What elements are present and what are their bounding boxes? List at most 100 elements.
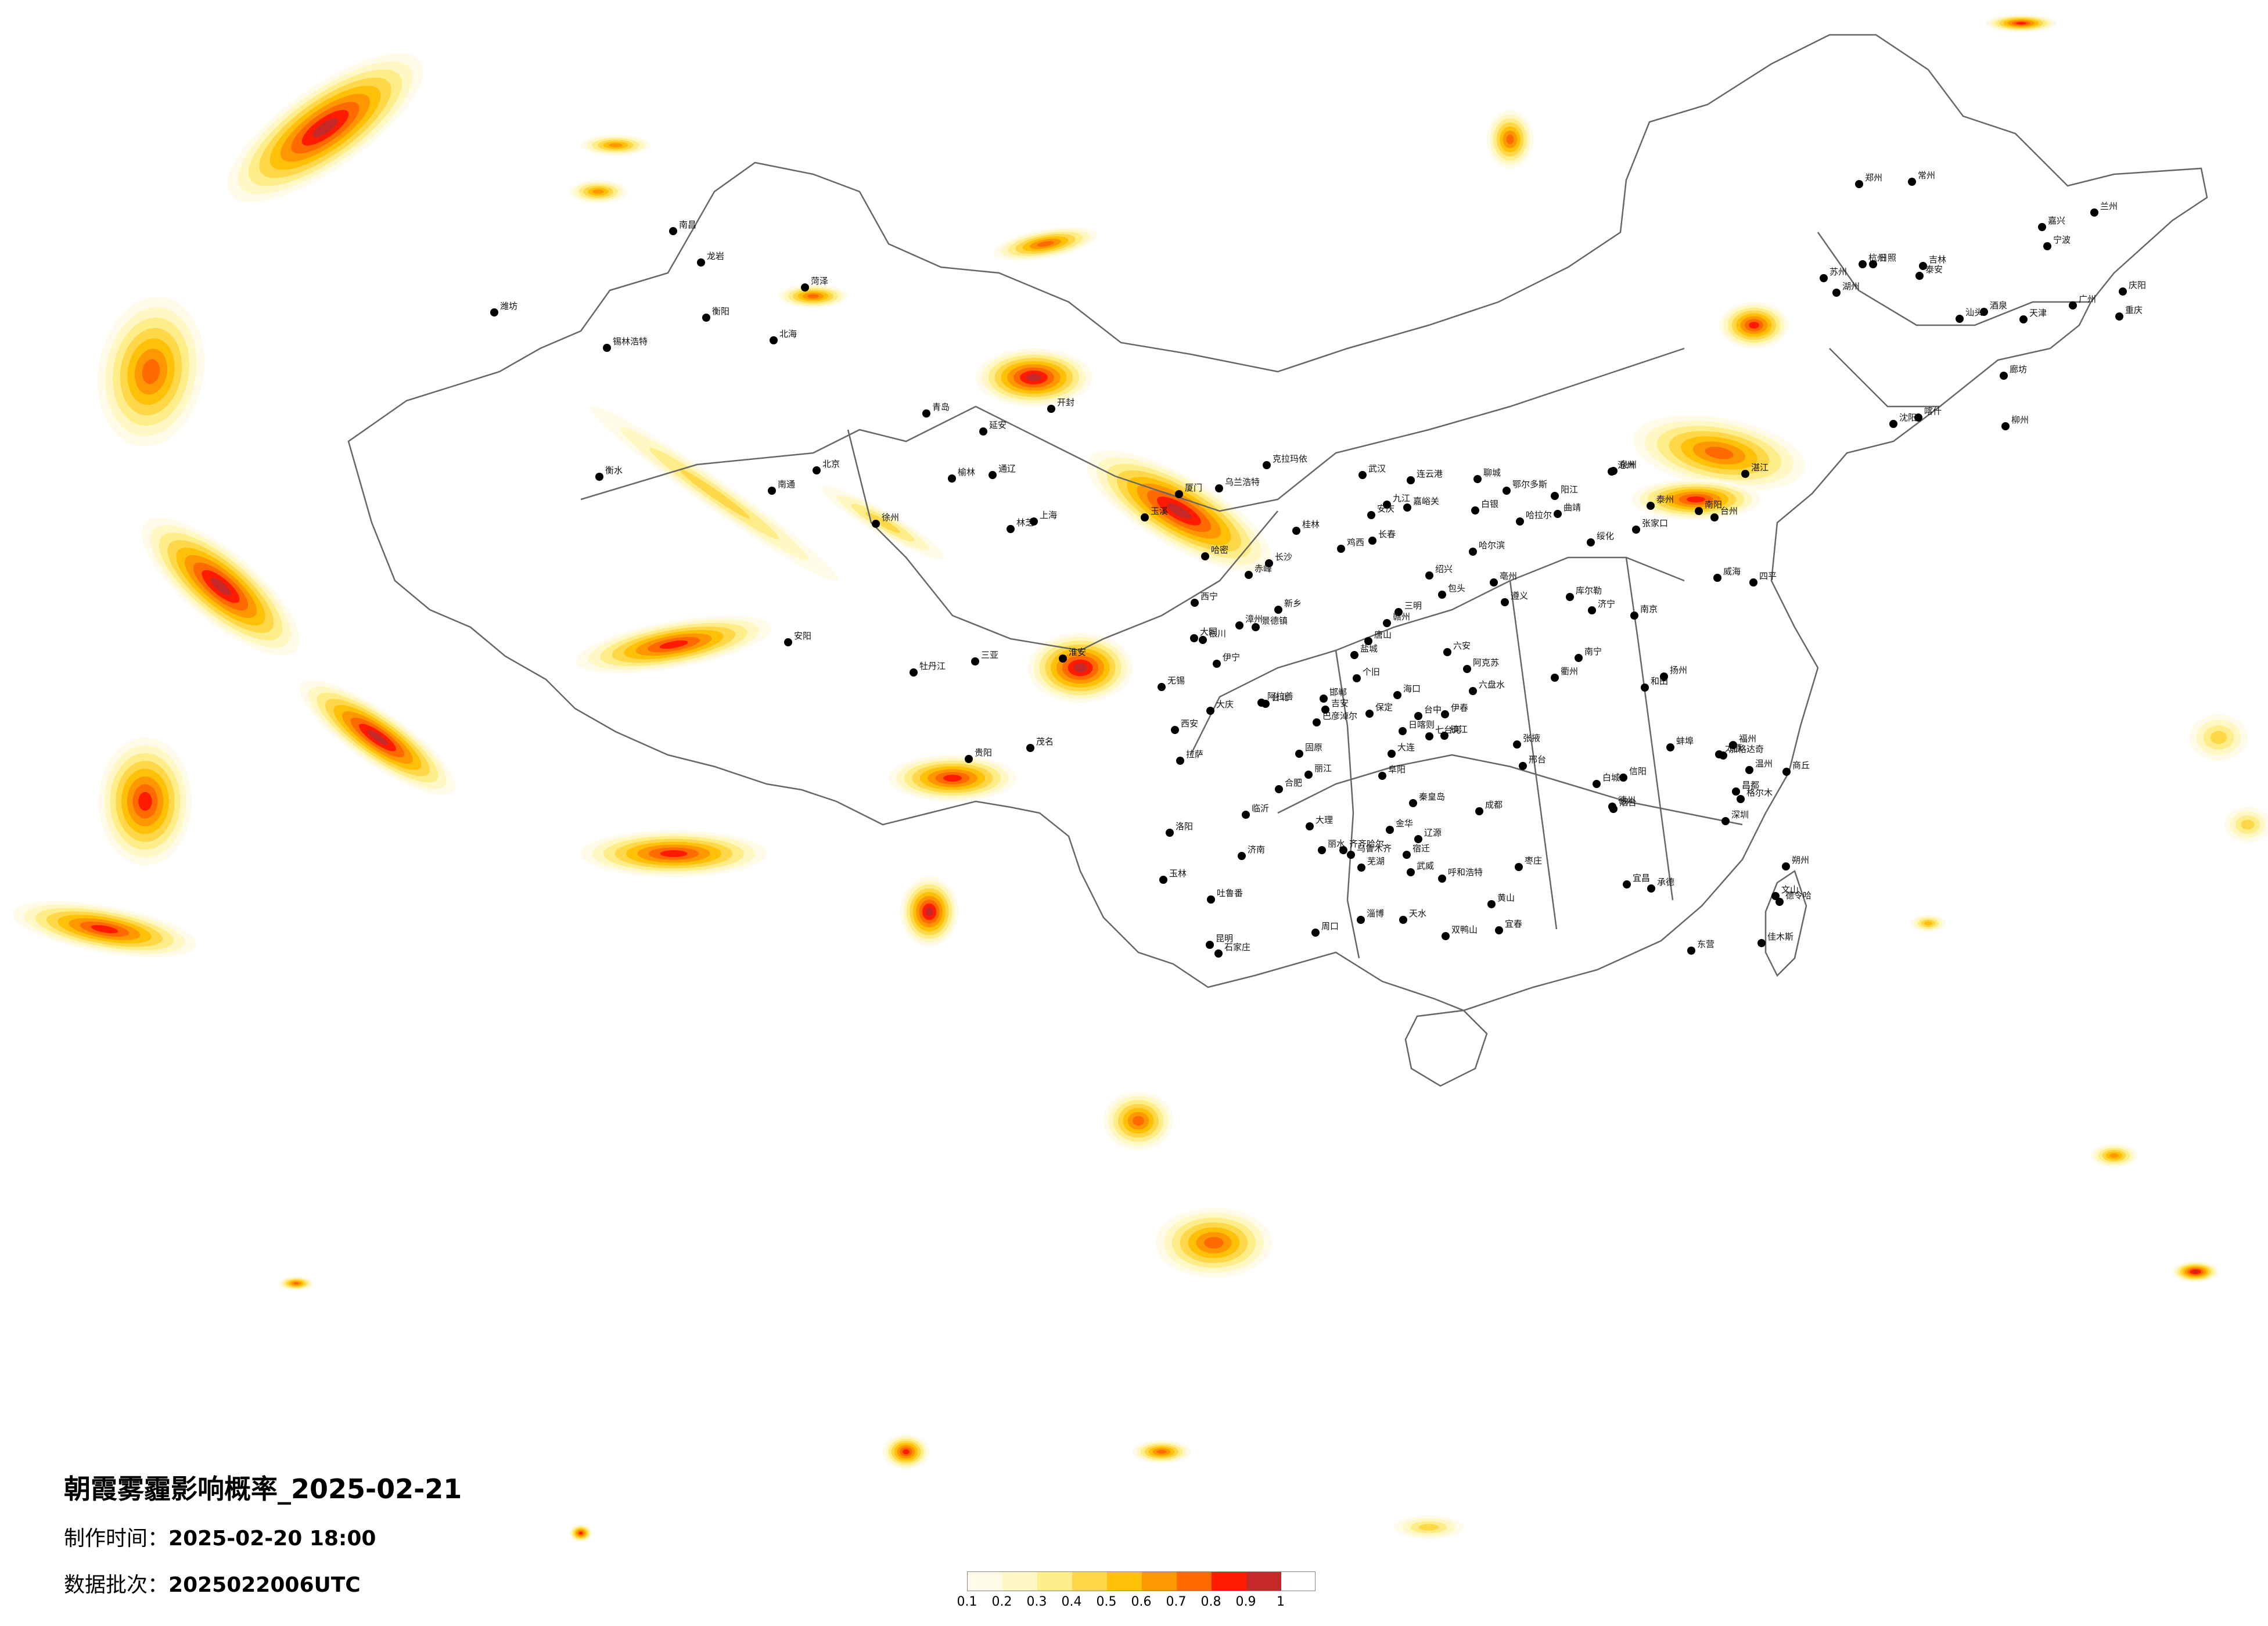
city-dot xyxy=(1440,732,1448,740)
city-label: 柳州 xyxy=(2011,415,2029,425)
city-label: 大同 xyxy=(1200,627,1217,637)
city-label: 牡丹江 xyxy=(919,661,946,671)
city-label: 宜昌 xyxy=(1633,873,1650,883)
city-dot xyxy=(1394,608,1403,616)
city-dot xyxy=(1687,947,1695,955)
city-label: 日喀则 xyxy=(1408,720,1435,730)
city-label: 七台河 xyxy=(1435,725,1461,735)
city-label: 龙岩 xyxy=(707,251,724,261)
city-dot xyxy=(1201,552,1209,560)
city-dot xyxy=(1575,654,1583,662)
city-dot xyxy=(1441,710,1449,718)
internal-border xyxy=(1335,650,1360,959)
city-dot xyxy=(1495,926,1503,934)
city-label: 伊宁 xyxy=(1223,652,1240,663)
city-dot xyxy=(1490,578,1498,587)
legend-swatch xyxy=(1212,1572,1246,1591)
city-label: 东营 xyxy=(1697,939,1715,949)
city-dot xyxy=(1630,611,1638,620)
city-label: 加格达奇 xyxy=(1729,744,1764,754)
city-dot xyxy=(1403,503,1411,512)
city-label: 酒泉 xyxy=(1990,300,2007,311)
legend-tick-label: 0.4 xyxy=(1061,1595,1082,1609)
legend-tick-label: 0.8 xyxy=(1201,1595,1221,1609)
city-dot xyxy=(1206,707,1214,715)
city-dot xyxy=(1313,718,1321,726)
city-label: 张家口 xyxy=(1642,518,1668,528)
legend-tick-label: 0.1 xyxy=(957,1595,977,1609)
city-label: 青岛 xyxy=(932,402,950,412)
city-dot xyxy=(1519,762,1527,770)
city-dot xyxy=(1513,740,1521,749)
city-label: 德令哈 xyxy=(1785,890,1811,901)
city-dot xyxy=(1365,710,1374,718)
city-dot xyxy=(1378,772,1386,780)
city-dot xyxy=(1469,687,1477,695)
city-label: 南昌 xyxy=(679,220,696,230)
legend-tick-label: 0.3 xyxy=(1026,1595,1047,1609)
city-dot xyxy=(1190,634,1198,642)
city-label: 湖州 xyxy=(1842,281,1860,292)
city-label: 威海 xyxy=(1723,566,1741,577)
city-label: 德州 xyxy=(1618,795,1636,805)
haze-patch xyxy=(2210,731,2227,744)
city-dot xyxy=(1647,502,1655,510)
city-label: 昌都 xyxy=(1742,780,1759,790)
city-label: 西安 xyxy=(1181,718,1198,729)
haze-patch xyxy=(1705,447,1734,459)
city-label: 泉州 xyxy=(1619,459,1637,470)
production-time-value: 2025-02-20 18:00 xyxy=(168,1527,376,1551)
city-label: 枣庄 xyxy=(1525,855,1542,866)
city-dot xyxy=(1869,260,1877,268)
city-dot xyxy=(1357,864,1365,872)
city-label: 成都 xyxy=(1485,800,1503,810)
haze-patch xyxy=(925,907,933,916)
city-dot xyxy=(1159,876,1167,884)
city-label: 汕头 xyxy=(1965,307,1983,318)
city-label: 通辽 xyxy=(998,463,1016,474)
city-label: 邢台 xyxy=(1529,754,1546,765)
city-dot xyxy=(1383,501,1391,509)
city-label: 淮安 xyxy=(1069,647,1086,657)
city-label: 长春 xyxy=(1378,529,1396,539)
haze-patch xyxy=(903,1449,910,1455)
haze-patch xyxy=(1418,1524,1439,1531)
city-label: 长沙 xyxy=(1275,552,1292,562)
city-label: 曲靖 xyxy=(1563,502,1581,513)
city-label: 廊坊 xyxy=(2010,364,2027,375)
city-label: 承德 xyxy=(1657,877,1674,887)
city-dot xyxy=(1608,803,1616,811)
city-dot xyxy=(1238,852,1246,860)
city-label: 吉安 xyxy=(1331,698,1349,708)
city-label: 张掖 xyxy=(1523,733,1540,743)
city-label: 大庆 xyxy=(1216,699,1234,710)
city-label: 阜阳 xyxy=(1388,764,1406,775)
city-dot xyxy=(1318,846,1326,854)
city-label: 大理 xyxy=(1315,815,1333,825)
city-label: 嘉峪关 xyxy=(1413,496,1439,506)
city-label: 潍坊 xyxy=(500,301,517,311)
city-dot xyxy=(1399,727,1407,735)
city-dot xyxy=(1501,598,1509,606)
haze-patch xyxy=(367,730,388,745)
city-label: 格尔木 xyxy=(1746,787,1773,798)
city-dot xyxy=(1425,571,1433,580)
city-label: 台中 xyxy=(1424,704,1442,715)
city-dot xyxy=(1007,525,1015,533)
city-label: 庆阳 xyxy=(2129,280,2146,290)
city-dot xyxy=(910,668,918,677)
city-dot xyxy=(595,473,603,481)
city-dot xyxy=(1915,272,1924,280)
city-dot xyxy=(1473,475,1482,483)
internal-border xyxy=(1103,510,1278,640)
city-dot xyxy=(1438,591,1446,599)
city-label: 南京 xyxy=(1640,604,1658,614)
city-label: 日照 xyxy=(1879,253,1896,263)
haze-patch xyxy=(660,850,688,857)
city-dot xyxy=(669,227,677,235)
city-dot xyxy=(1386,826,1394,834)
haze-patch xyxy=(1073,663,1087,672)
city-dot xyxy=(1471,506,1479,515)
city-dot xyxy=(1257,699,1266,707)
city-label: 新乡 xyxy=(1284,598,1302,609)
